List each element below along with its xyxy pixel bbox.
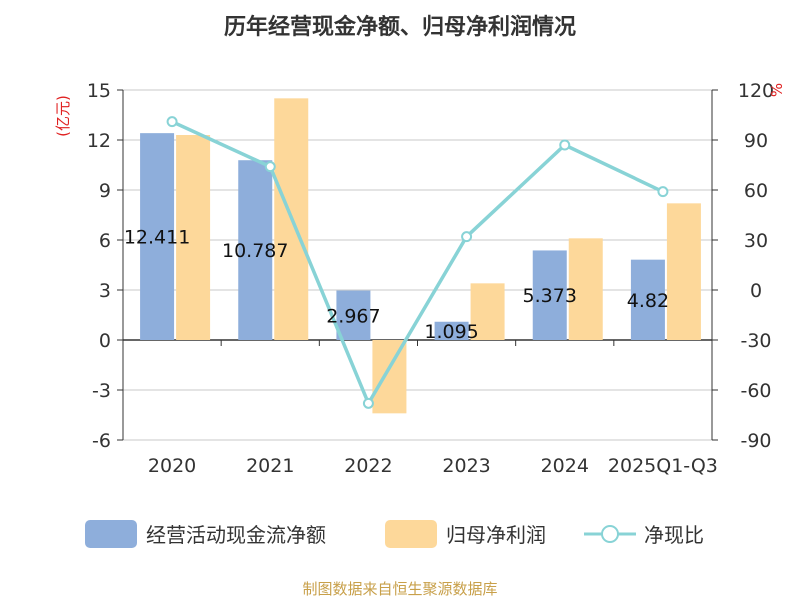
bar-value-label: 1.095 — [424, 321, 478, 343]
right-tick-label: -90 — [740, 430, 771, 452]
right-tick-label: 60 — [744, 180, 768, 202]
bar-cashflow — [532, 250, 567, 340]
bar-value-label: 5.373 — [523, 285, 577, 307]
line-series — [166, 116, 669, 409]
right-tick-label: 90 — [744, 130, 768, 152]
bar-cashflow — [140, 133, 175, 340]
legend-label-cashflow: 经营活动现金流净额 — [146, 523, 326, 547]
right-tick-label: 120 — [738, 80, 774, 102]
bar-value-label: 4.82 — [627, 290, 669, 312]
legend-item-netprofit[interactable]: 归母净利润 — [385, 520, 546, 548]
bar-value-label: 2.967 — [326, 305, 380, 327]
bars — [140, 98, 701, 414]
left-tick-label: -6 — [92, 430, 111, 452]
x-tick-label: 2025Q1-Q3 — [608, 455, 718, 477]
legend-item-cashflow[interactable]: 经营活动现金流净额 — [85, 520, 326, 548]
ratio-point — [461, 231, 473, 243]
bar-cashflow — [434, 321, 469, 340]
legend-swatch-cashflow — [85, 520, 137, 548]
bar-netprofit — [176, 135, 211, 340]
bar-netprofit — [568, 238, 603, 340]
right-tick-label: 30 — [744, 230, 768, 252]
legend-label-netprofit: 归母净利润 — [446, 523, 546, 547]
bar-value-label: 12.411 — [124, 227, 190, 249]
bar-labels: 12.411 10.787 2.967 1.095 5.373 4.82 — [124, 227, 669, 343]
grid — [123, 89, 712, 441]
ratio-point — [362, 397, 374, 409]
x-tick-label: 2024 — [541, 455, 589, 477]
bar-cashflow — [238, 160, 273, 340]
ratio-point — [559, 139, 571, 151]
ratio-point — [264, 161, 276, 173]
bar-netprofit — [666, 203, 701, 340]
legend-marker-ratio — [601, 525, 619, 543]
x-tick-label: 2021 — [246, 455, 294, 477]
legend[interactable]: 经营活动现金流净额 归母净利润 净现比 — [85, 520, 704, 548]
right-axis-unit: % — [768, 83, 786, 97]
chart-title: 历年经营现金净额、归母净利润情况 — [224, 14, 576, 40]
ratio-point — [166, 116, 178, 128]
bar-value-label: 10.787 — [222, 240, 288, 262]
legend-label-ratio: 净现比 — [644, 523, 704, 547]
x-tick-label: 2023 — [442, 455, 490, 477]
right-tick-label: -30 — [740, 330, 771, 352]
bar-netprofit — [470, 283, 505, 340]
x-tick-label: 2020 — [148, 455, 196, 477]
ratio-point — [657, 186, 669, 198]
legend-item-ratio[interactable]: 净现比 — [584, 523, 704, 547]
ratio-line — [171, 120, 664, 408]
x-tick-label: 2022 — [344, 455, 392, 477]
left-tick-label: 0 — [99, 330, 111, 352]
left-axis-unit: (亿元) — [54, 95, 72, 137]
source-note: 制图数据来自恒生聚源数据库 — [302, 580, 497, 598]
bar-cashflow — [630, 259, 665, 340]
bar-cashflow — [336, 290, 371, 340]
left-tick-label: 12 — [87, 130, 111, 152]
legend-swatch-netprofit — [385, 520, 437, 548]
right-tick-label: -60 — [740, 380, 771, 402]
left-tick-label: -3 — [92, 380, 111, 402]
left-tick-label: 6 — [99, 230, 111, 252]
left-tick-label: 9 — [99, 180, 111, 202]
left-tick-label: 15 — [87, 80, 111, 102]
right-tick-label: 0 — [750, 280, 762, 302]
bar-netprofit — [372, 340, 407, 414]
left-tick-label: 3 — [99, 280, 111, 302]
